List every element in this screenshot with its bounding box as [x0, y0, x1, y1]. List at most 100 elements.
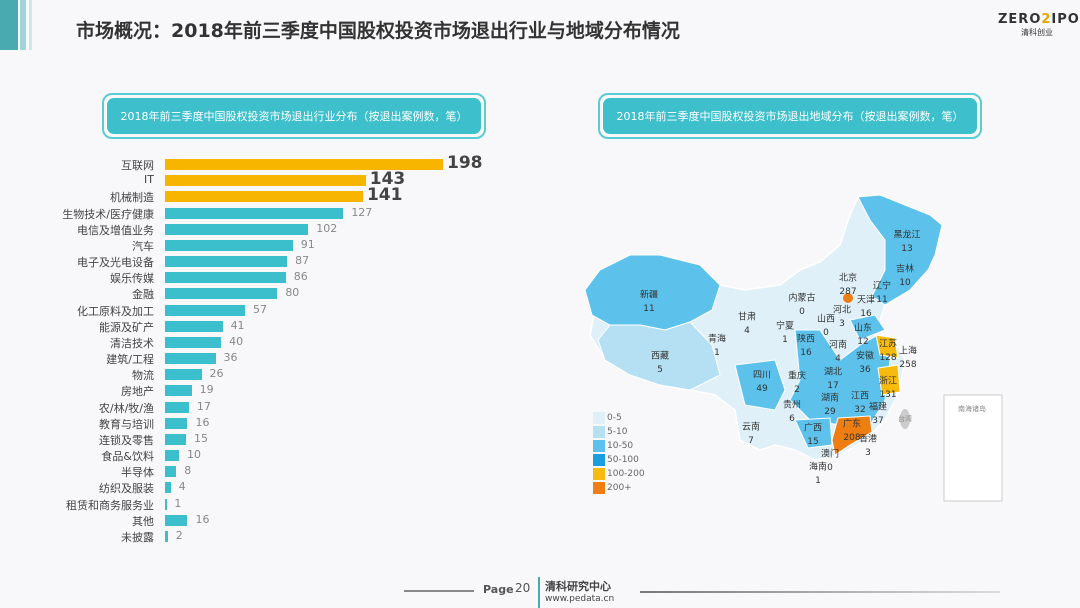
bar-category-label: 建筑/工程: [106, 353, 154, 367]
region-value-label: 15: [807, 437, 819, 447]
bar: [165, 288, 278, 300]
legend-swatch: [593, 440, 605, 452]
region-value-label: 36: [859, 365, 871, 375]
region-name-label: 四川: [752, 370, 772, 381]
bar: [165, 417, 188, 429]
bar-category-label: 连锁及零售: [99, 433, 154, 447]
region-name-label: 福建: [868, 402, 888, 413]
region-value-label: 0: [823, 328, 829, 338]
region-value-label: 1: [782, 335, 788, 345]
bar: [165, 482, 171, 494]
bar-category-label: 未披露: [121, 530, 154, 544]
region-value-label: 16: [800, 348, 812, 358]
org-url[interactable]: www.pedata.cn: [545, 594, 615, 604]
bar: [165, 498, 167, 510]
region-name-label: 辽宁: [872, 281, 892, 292]
bar: [165, 159, 443, 170]
industry-chart-title: 2018年前三季度中国股权投资市场退出行业分布（按退出案例数，笔）: [102, 93, 486, 139]
region-northeast: [857, 194, 943, 306]
region-value-label: 2: [794, 385, 800, 395]
bar-value-label: 91: [300, 237, 315, 251]
region-name-label: 山西: [816, 314, 836, 325]
region-beijing: [843, 293, 853, 303]
region-name-label: 澳门: [820, 449, 840, 460]
legend-item: 0-5: [593, 412, 622, 424]
region-central: [789, 329, 891, 426]
region-value-label: 13: [901, 244, 913, 254]
region-value-label: 12: [857, 337, 869, 347]
bar-value-label: 16: [195, 415, 210, 429]
footer-line: [640, 591, 1000, 593]
bar-category-label: 半导体: [121, 466, 154, 480]
region-value-label: 131: [879, 390, 897, 400]
legend-item: 50-100: [593, 454, 639, 466]
region-value-label: 128: [879, 353, 897, 363]
region-value-label: 0: [827, 463, 833, 473]
region-value-label: 4: [744, 326, 750, 336]
region-value-label: 17: [827, 381, 839, 391]
bar: [165, 175, 366, 187]
bar-value-label: 17: [196, 399, 211, 413]
region-name-label: 西藏: [650, 351, 670, 362]
bar-category-label: 能源及矿产: [99, 320, 154, 334]
bar-category-label: 金融: [132, 288, 154, 302]
bar-category-label: 房地产: [121, 385, 154, 399]
legend-item: 100-200: [593, 468, 645, 480]
region-name-label: 河南: [828, 340, 848, 351]
region-value-label: 37: [872, 416, 884, 426]
region-name-label: 广东: [842, 419, 862, 430]
bar-category-label: 化工原料及加工: [77, 304, 154, 318]
bar: [165, 207, 344, 219]
bar-value-label: 2: [175, 528, 183, 542]
region-name-label: 北京: [838, 273, 858, 284]
bar-value-label: 15: [194, 431, 209, 445]
bar-category-label: 电子及光电设备: [77, 256, 154, 270]
legend-item: 5-10: [593, 426, 627, 438]
bar-category-label: 娱乐传媒: [110, 272, 154, 286]
bar-value-label: 19: [199, 383, 214, 397]
bar: [165, 320, 223, 332]
region-name-label: 江西: [850, 391, 870, 402]
bar-value-label: 86: [293, 270, 308, 284]
region-guangdong: [831, 415, 873, 456]
region-jiangsu: [875, 334, 899, 359]
region-value-label: 11: [643, 304, 655, 314]
header-decoration: [0, 0, 18, 50]
region-value-label: 7: [748, 436, 754, 446]
region-value-label: 4: [835, 354, 841, 364]
header-decoration: [20, 0, 26, 50]
legend-swatch: [593, 454, 605, 466]
bar: [165, 450, 180, 462]
region-value-label: 1: [714, 348, 720, 358]
region-map-title: 2018年前三季度中国股权投资市场退出地域分布（按退出案例数，笔）: [598, 93, 982, 139]
region-name-label: 江苏: [878, 339, 898, 350]
legend-label: 50-100: [607, 455, 639, 465]
region-zhejiang: [877, 364, 901, 396]
region-name-label: 新疆: [639, 290, 659, 301]
legend-item: 10-50: [593, 440, 633, 452]
region-name-label: 广西: [803, 423, 823, 434]
page-number: 20: [515, 581, 531, 595]
region-name-label: 贵州: [782, 400, 802, 411]
region-value-label: 5: [657, 365, 663, 375]
bar-value-label: 1: [174, 496, 182, 510]
region-value-label: 32: [854, 405, 866, 415]
region-value-label: 6: [789, 414, 795, 424]
bar-category-label: 清洁技术: [110, 336, 154, 350]
region-value-label: 287: [839, 287, 857, 297]
taiwan-label: 台湾: [898, 415, 912, 423]
bar: [165, 401, 189, 413]
footer-divider: [538, 577, 540, 608]
bar-value-label: 8: [184, 464, 192, 478]
legend-label: 10-50: [607, 441, 634, 451]
region-value-label: 1: [815, 476, 821, 486]
legend-swatch: [593, 426, 605, 438]
bar: [165, 433, 187, 445]
region-sichuan: [734, 359, 786, 411]
bar-value-label: 102: [316, 221, 338, 235]
region-name-label: 重庆: [787, 371, 807, 382]
region-name-label: 甘肃: [737, 312, 757, 323]
bar-value-label: 40: [229, 334, 244, 348]
nanhai-label: 南海诸岛: [958, 405, 986, 413]
